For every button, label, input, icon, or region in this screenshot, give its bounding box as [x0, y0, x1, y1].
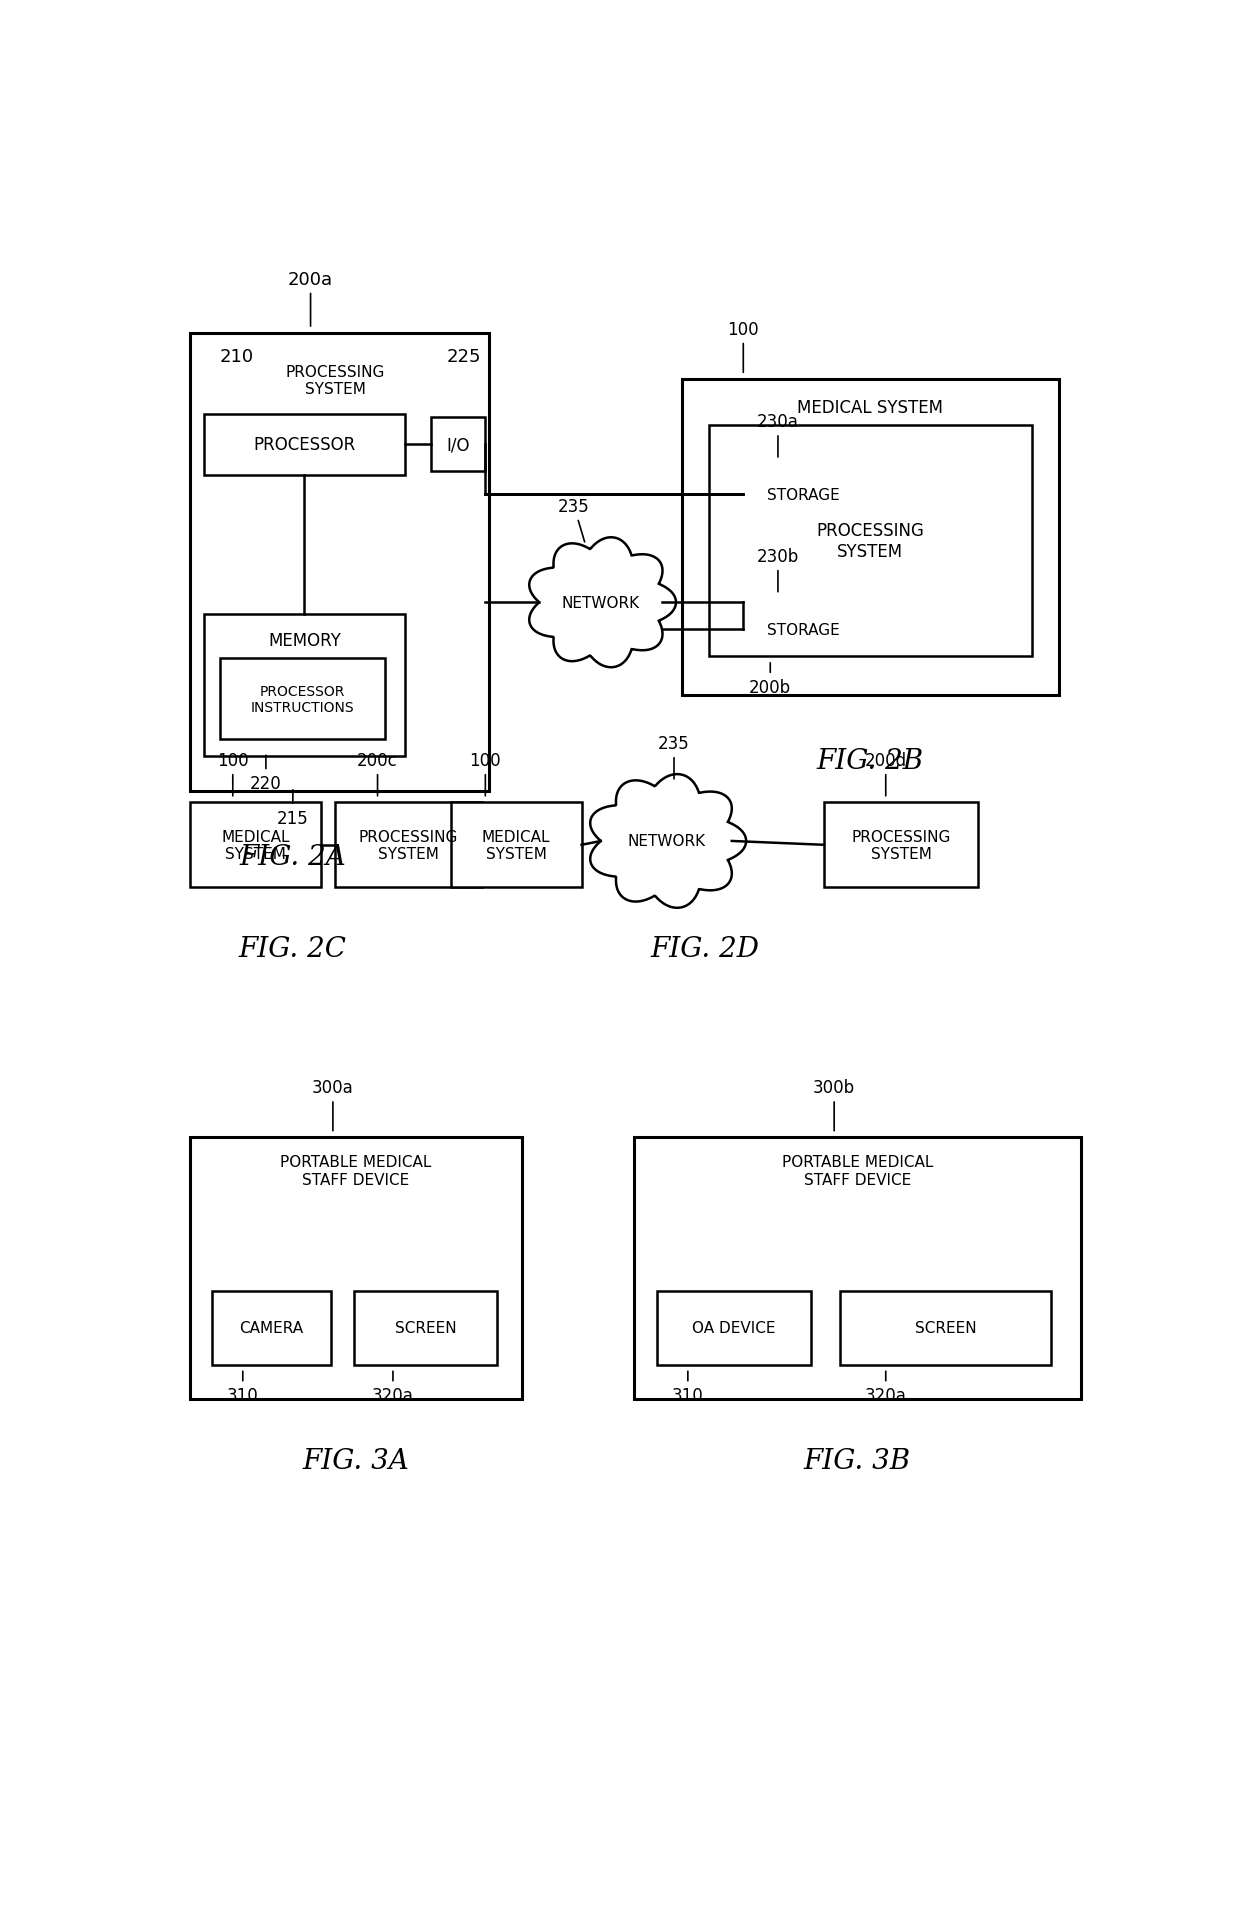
Bar — [212, 1292, 331, 1365]
Polygon shape — [590, 775, 746, 909]
Bar — [708, 427, 1032, 657]
Text: SCREEN: SCREEN — [394, 1321, 456, 1336]
Bar — [191, 1137, 522, 1399]
Text: 230b: 230b — [756, 547, 799, 593]
Text: 320a: 320a — [372, 1372, 414, 1405]
Text: OA DEVICE: OA DEVICE — [692, 1321, 776, 1336]
Bar — [743, 599, 863, 660]
Bar — [657, 1292, 811, 1365]
Text: PROCESSOR: PROCESSOR — [253, 436, 356, 454]
Polygon shape — [529, 538, 676, 668]
Bar — [355, 1292, 497, 1365]
Bar — [191, 333, 490, 792]
Text: PORTABLE MEDICAL
STAFF DEVICE: PORTABLE MEDICAL STAFF DEVICE — [280, 1154, 432, 1187]
Text: FIG. 3A: FIG. 3A — [303, 1447, 409, 1474]
Text: 210: 210 — [219, 348, 254, 366]
Text: 320a: 320a — [864, 1372, 906, 1405]
Text: 200b: 200b — [749, 664, 791, 697]
Text: PROCESSING
SYSTEM: PROCESSING SYSTEM — [852, 829, 951, 861]
Text: NETWORK: NETWORK — [627, 835, 706, 850]
Bar — [335, 804, 481, 888]
Text: FIG. 2B: FIG. 2B — [817, 746, 924, 773]
Text: I/O: I/O — [446, 436, 470, 454]
Bar — [839, 1292, 1052, 1365]
Text: FIG. 2C: FIG. 2C — [239, 936, 347, 963]
Bar — [825, 804, 978, 888]
Text: 310: 310 — [672, 1372, 704, 1405]
Text: MEMORY: MEMORY — [268, 632, 341, 649]
Text: PROCESSING
SYSTEM: PROCESSING SYSTEM — [358, 829, 458, 861]
Text: 235: 235 — [658, 735, 689, 779]
Bar — [191, 804, 321, 888]
Text: STORAGE: STORAGE — [766, 488, 839, 503]
Text: 200a: 200a — [288, 270, 334, 327]
Text: FIG. 2D: FIG. 2D — [650, 936, 759, 963]
Text: 310: 310 — [227, 1372, 259, 1405]
Text: 200c: 200c — [357, 752, 398, 796]
Text: PORTABLE MEDICAL
STAFF DEVICE: PORTABLE MEDICAL STAFF DEVICE — [781, 1154, 932, 1187]
Bar — [219, 658, 386, 741]
Text: 300a: 300a — [312, 1079, 353, 1131]
Text: PROCESSING
SYSTEM: PROCESSING SYSTEM — [816, 523, 924, 561]
Text: 235: 235 — [558, 498, 590, 542]
Bar — [432, 419, 485, 473]
Bar — [634, 1137, 1080, 1399]
Text: SCREEN: SCREEN — [915, 1321, 976, 1336]
Bar — [743, 465, 863, 526]
Text: MEDICAL SYSTEM: MEDICAL SYSTEM — [797, 398, 944, 417]
Text: 200d: 200d — [864, 752, 906, 796]
Bar — [205, 415, 404, 477]
Text: 100: 100 — [728, 322, 759, 373]
Text: STORAGE: STORAGE — [766, 622, 839, 637]
Text: 225: 225 — [446, 348, 481, 366]
Text: MEDICAL
SYSTEM: MEDICAL SYSTEM — [482, 829, 551, 861]
Text: FIG. 2A: FIG. 2A — [239, 844, 346, 871]
Text: PROCESSING
SYSTEM: PROCESSING SYSTEM — [285, 364, 384, 396]
Bar — [205, 614, 404, 756]
Text: 220: 220 — [250, 756, 281, 792]
Bar — [450, 804, 582, 888]
Text: 300b: 300b — [813, 1079, 856, 1131]
Text: 230a: 230a — [756, 413, 799, 457]
Text: MEDICAL
SYSTEM: MEDICAL SYSTEM — [222, 829, 290, 861]
Text: 100: 100 — [217, 752, 248, 796]
Text: FIG. 3B: FIG. 3B — [804, 1447, 911, 1474]
Text: NETWORK: NETWORK — [562, 595, 640, 611]
Text: PROCESSOR
INSTRUCTIONS: PROCESSOR INSTRUCTIONS — [250, 685, 355, 714]
Text: CAMERA: CAMERA — [239, 1321, 304, 1336]
Text: 215: 215 — [277, 790, 309, 827]
Bar — [682, 379, 1059, 695]
Text: 100: 100 — [470, 752, 501, 796]
